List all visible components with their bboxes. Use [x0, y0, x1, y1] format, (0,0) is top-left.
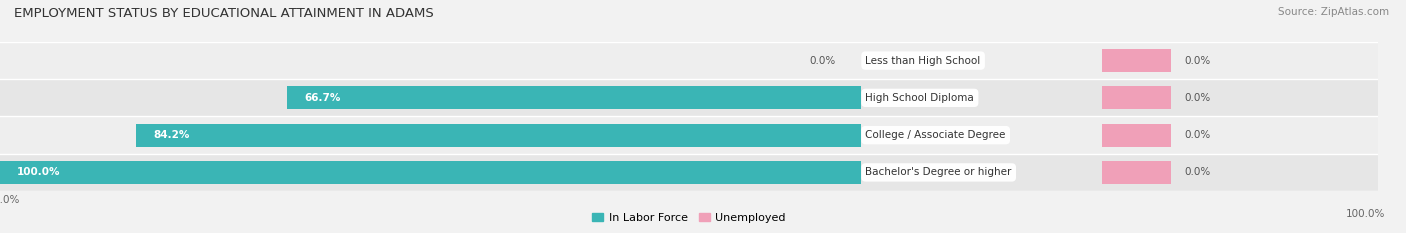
Bar [1102, 49, 1171, 72]
Text: EMPLOYMENT STATUS BY EDUCATIONAL ATTAINMENT IN ADAMS: EMPLOYMENT STATUS BY EDUCATIONAL ATTAINM… [14, 7, 434, 20]
Bar [0, 154, 1378, 191]
Bar [0, 161, 860, 184]
Text: 0.0%: 0.0% [808, 56, 835, 65]
Text: 0.0%: 0.0% [1184, 56, 1211, 65]
Text: 0.0%: 0.0% [1184, 130, 1211, 140]
Bar [1102, 86, 1171, 110]
Bar [0, 79, 1378, 116]
Text: High School Diploma: High School Diploma [866, 93, 974, 103]
Bar [0, 116, 1378, 154]
Text: Source: ZipAtlas.com: Source: ZipAtlas.com [1278, 7, 1389, 17]
Text: Less than High School: Less than High School [866, 56, 981, 65]
Bar [136, 123, 860, 147]
Bar [1102, 123, 1171, 147]
Text: 0.0%: 0.0% [1184, 168, 1211, 177]
Text: 0.0%: 0.0% [1184, 93, 1211, 103]
Bar [1102, 161, 1171, 184]
Legend: In Labor Force, Unemployed: In Labor Force, Unemployed [588, 208, 790, 227]
Text: Bachelor's Degree or higher: Bachelor's Degree or higher [866, 168, 1012, 177]
Text: 84.2%: 84.2% [153, 130, 190, 140]
Bar [0, 42, 1378, 79]
Text: College / Associate Degree: College / Associate Degree [866, 130, 1005, 140]
Text: 100.0%: 100.0% [17, 168, 60, 177]
Bar [287, 86, 860, 110]
Text: 100.0%: 100.0% [1346, 209, 1385, 219]
Text: 66.7%: 66.7% [304, 93, 340, 103]
